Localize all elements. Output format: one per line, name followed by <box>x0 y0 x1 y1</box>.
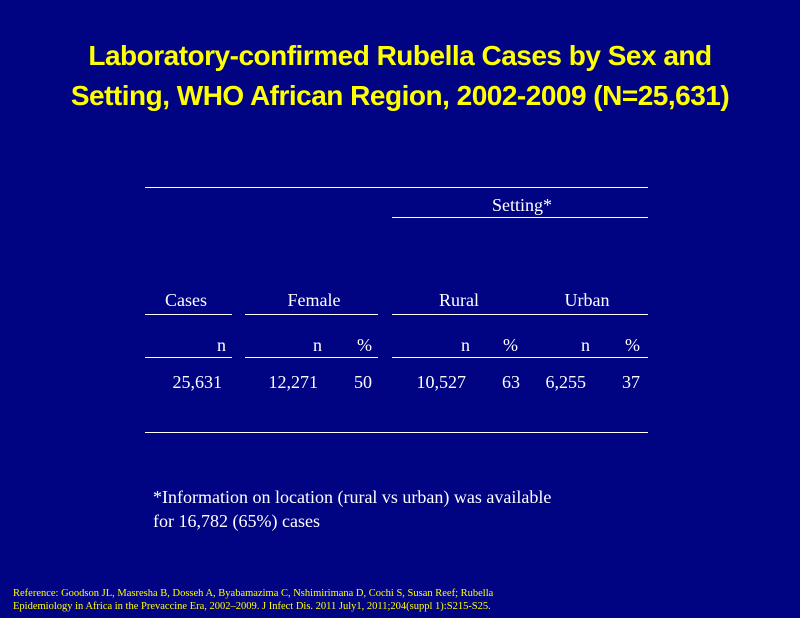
footnote-line: *Information on location (rural vs urban… <box>153 487 552 507</box>
reference-line: Reference: Goodson JL, Masresha B, Dosse… <box>13 588 494 599</box>
table-rule <box>145 357 232 358</box>
table-rule <box>145 314 232 315</box>
column-header: Urban <box>564 290 610 310</box>
table-cell: 12,271 <box>268 372 319 392</box>
table-rule <box>392 314 648 315</box>
table-rule <box>145 432 648 433</box>
table-rule <box>392 217 648 218</box>
reference-line: Epidemiology in Africa in the Prevaccine… <box>13 601 491 612</box>
sub-header: % <box>503 335 518 355</box>
table-cell: 10,527 <box>416 372 467 392</box>
title-line: Laboratory-confirmed Rubella Cases by Se… <box>88 40 712 71</box>
sub-header: % <box>625 335 640 355</box>
title-line: Setting, WHO African Region, 2002-2009 (… <box>70 80 730 111</box>
footnote-line: for 16,782 (65%) cases <box>153 511 320 531</box>
table-rule <box>392 357 648 358</box>
table-cell: 6,255 <box>545 372 587 392</box>
table-cell: 50 <box>354 372 372 392</box>
table-cell: 37 <box>622 372 640 392</box>
table-rule <box>145 187 648 188</box>
column-header: Female <box>287 290 341 310</box>
table-rule <box>245 314 378 315</box>
column-header: Cases <box>165 290 207 310</box>
group-header: Setting* <box>491 195 553 215</box>
sub-header: n <box>313 335 322 355</box>
sub-header: n <box>217 335 226 355</box>
sub-header: n <box>581 335 590 355</box>
sub-header: % <box>357 335 372 355</box>
table-rule <box>245 357 378 358</box>
table-cell: 25,631 <box>172 372 223 392</box>
column-header: Rural <box>439 290 479 310</box>
sub-header: n <box>461 335 470 355</box>
table-cell: 63 <box>502 372 520 392</box>
